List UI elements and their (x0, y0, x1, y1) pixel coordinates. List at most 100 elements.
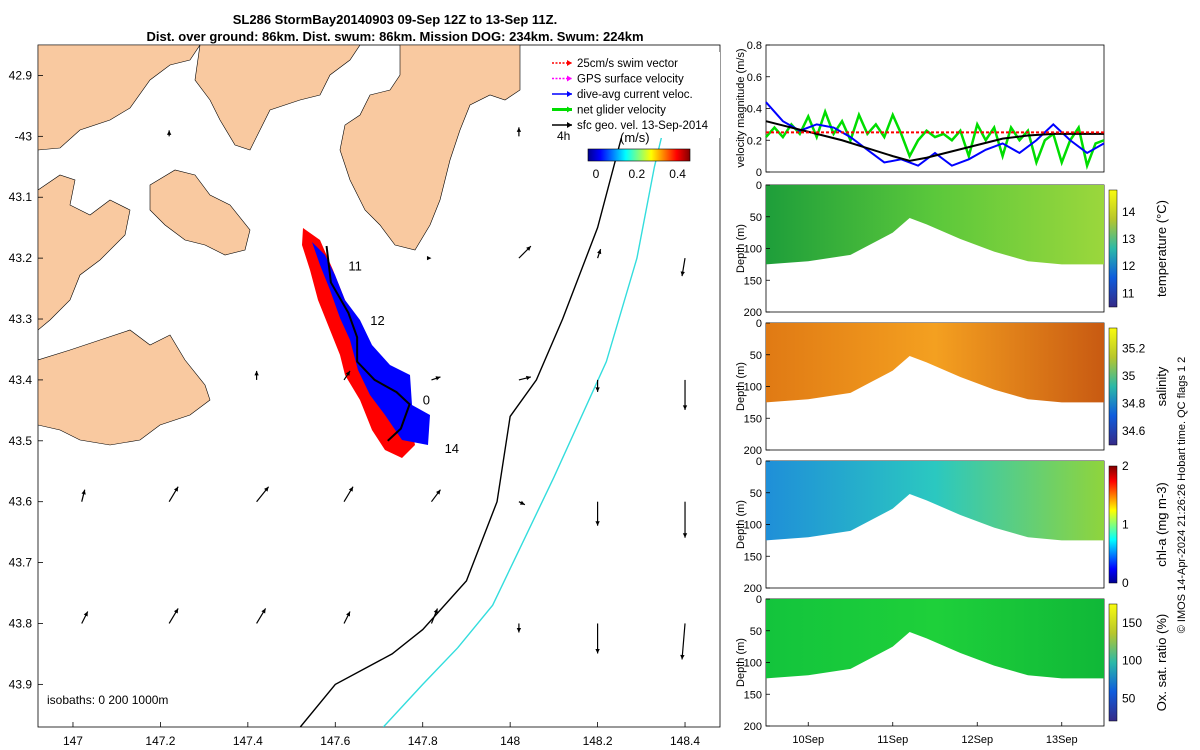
colorbar-tick-label: 100 (1122, 654, 1142, 668)
day-label: 14 (445, 441, 459, 456)
land-west-2 (38, 174, 131, 331)
map-colorbar (587, 148, 691, 162)
current-arrow (430, 608, 439, 624)
day-label: 0 (423, 392, 430, 407)
map-ytick-label: 43.4 (9, 373, 33, 387)
profile-ytick-label: 150 (744, 689, 762, 701)
profile-section-fill (766, 599, 1104, 679)
colorbar-title: Ox. sat. ratio (%) (1154, 614, 1169, 712)
map-ytick-label: 43.7 (9, 556, 33, 570)
map-axis-ticks: 147 147.2 147.4 147.6 147.8 148 148.2 148.4 42.9… (9, 68, 701, 748)
profile-section-fill (766, 323, 1104, 403)
profile-ytick-label: 150 (744, 413, 762, 425)
current-arrow (81, 489, 86, 502)
profile-ytick-label: 200 (744, 445, 762, 457)
current-arrow (682, 501, 688, 538)
colorbar-tick-label: 1 (1122, 518, 1129, 532)
current-arrow (81, 611, 89, 624)
map-xtick-label: 147.6 (320, 734, 350, 748)
colorbar-tick-label: 11 (1122, 286, 1135, 300)
velocity-ytick-label: 0.8 (747, 40, 762, 52)
profile-xtick-label: 12Sep (961, 734, 993, 746)
profile-colorbar (1108, 189, 1118, 308)
legend-label: 25cm/s swim vector (577, 58, 678, 70)
velocity-ytick-label: 0.2 (747, 135, 762, 147)
chart-title-line2: Dist. over ground: 86km. Dist. swum: 86k… (146, 29, 644, 44)
legend-label: net glider velocity (577, 105, 666, 117)
colorbar-tick-label: 50 (1122, 691, 1136, 705)
colorbar-tick-label: 0 (1122, 576, 1129, 590)
profile-xtick-label: 11Sep (877, 734, 908, 746)
map-ytick-label: 43.5 (9, 434, 33, 448)
glider-path-line (325, 245, 411, 442)
profile-ytick-label: 150 (744, 275, 762, 287)
legend-item: sfc geo. vel. 13-Sep-2014 (552, 120, 709, 132)
current-arrow (518, 500, 526, 506)
colorbar-title: temperature (°C) (1154, 200, 1169, 297)
profile-ytick-label: 50 (750, 626, 762, 638)
map-ytick-label: 43.3 (9, 312, 33, 326)
map-ytick-label: 42.9 (9, 68, 33, 82)
velocity-frame (765, 44, 1105, 173)
profile-ytick-label: 100 (744, 244, 762, 256)
day-labels: 11 12 0 14 (348, 258, 459, 456)
current-arrow (516, 127, 522, 137)
profile-ytick-label: 100 (744, 658, 762, 670)
current-arrow (431, 376, 441, 381)
colorbar-prefix: 4h (557, 129, 570, 143)
profile-ytick-label: 100 (744, 382, 762, 394)
profile-ylabel: Depth (m) (735, 224, 747, 273)
current-arrows (81, 127, 688, 660)
profile-xtick-label: 10Sep (792, 734, 824, 746)
isobaths-label: isobaths: 0 200 1000m (47, 693, 168, 707)
day-label: 12 (370, 313, 384, 328)
velocity-ytick-label: 0 (756, 167, 762, 179)
profile-ytick-label: 0 (756, 456, 762, 468)
current-arrow (595, 501, 600, 526)
velocity-series-line (765, 107, 1105, 170)
profile-panel-salinity: 0 50 100 150 200 Depth (m) 34.6 34.8 35 35.2 salin… (735, 318, 1169, 457)
current-arrow (680, 258, 686, 277)
current-arrow (256, 608, 267, 624)
colorbar-tick-label: 34.6 (1122, 424, 1146, 438)
map-ytick-label: 43.6 (9, 495, 33, 509)
current-arrow (682, 379, 688, 410)
profile-ytick-label: 0 (756, 594, 762, 606)
glider-track-blue (312, 242, 430, 445)
colorbar-tick-label: 14 (1122, 205, 1136, 219)
current-arrow (343, 611, 351, 624)
map-xtick-label: 147 (63, 734, 83, 748)
map-ytick-label: -43 (15, 129, 33, 143)
isobath-200m-line (299, 57, 642, 727)
map-ytick-label: 43.8 (9, 616, 33, 630)
credit-text: © IMOS 14-Apr-2024 21:26:26 Hobart time.… (1176, 357, 1188, 634)
isobath-1000m-line (382, 57, 682, 727)
colorbar-tick-label: 35.2 (1122, 342, 1146, 356)
profile-ytick-label: 50 (750, 488, 762, 500)
current-arrow (597, 248, 602, 259)
profile-ytick-label: 100 (744, 520, 762, 532)
map-xtick-label: 148.2 (583, 734, 613, 748)
colorbar-tick-label: 35 (1122, 369, 1136, 383)
land-northeast (339, 45, 521, 251)
colorbar-tick-label: 0 (593, 167, 600, 181)
current-arrow (256, 486, 270, 503)
current-arrow (595, 623, 600, 654)
velocity-series-line (765, 101, 1105, 167)
profile-ytick-label: 200 (744, 721, 762, 733)
current-arrow (426, 255, 432, 261)
colorbar-tick-label: 150 (1122, 616, 1142, 630)
land-layer (38, 45, 521, 446)
velocity-ytick-label: 0.6 (747, 72, 762, 84)
current-arrow (254, 370, 259, 380)
colorbar-tick-label: 0.2 (628, 167, 645, 181)
colorbar-title: salinity (1154, 366, 1169, 406)
current-arrow (166, 130, 172, 137)
day-label: 11 (348, 258, 362, 273)
map-ytick-label: 43.9 (9, 677, 33, 691)
legend-label: dive-avg current veloc. (577, 89, 693, 101)
map-xtick-label: 147.8 (408, 734, 438, 748)
